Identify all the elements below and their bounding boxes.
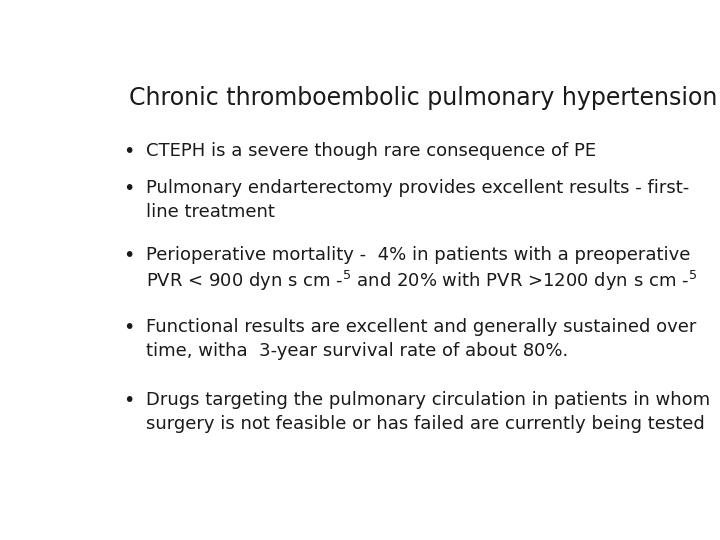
Text: time, witha  3-year survival rate of about 80%.: time, witha 3-year survival rate of abou… <box>145 342 568 360</box>
Text: •: • <box>124 141 135 161</box>
Text: Drugs targeting the pulmonary circulation in patients in whom: Drugs targeting the pulmonary circulatio… <box>145 391 710 409</box>
Text: •: • <box>124 179 135 198</box>
Text: •: • <box>124 391 135 410</box>
Text: Perioperative mortality -  4% in patients with a preoperative: Perioperative mortality - 4% in patients… <box>145 246 690 264</box>
Text: •: • <box>124 319 135 338</box>
Text: PVR < 900 dyn s cm -$^{\mathregular{5}}$ and 20% with PVR >1200 dyn s cm -$^{\ma: PVR < 900 dyn s cm -$^{\mathregular{5}}$… <box>145 269 697 293</box>
Text: Functional results are excellent and generally sustained over: Functional results are excellent and gen… <box>145 319 696 336</box>
Text: Pulmonary endarterectomy provides excellent results - first-: Pulmonary endarterectomy provides excell… <box>145 179 689 197</box>
Text: •: • <box>124 246 135 265</box>
Text: CTEPH is a severe though rare consequence of PE: CTEPH is a severe though rare consequenc… <box>145 141 596 160</box>
Text: Chronic thromboembolic pulmonary hypertension: Chronic thromboembolic pulmonary hyperte… <box>129 85 717 110</box>
Text: line treatment: line treatment <box>145 203 274 221</box>
Text: surgery is not feasible or has failed are currently being tested: surgery is not feasible or has failed ar… <box>145 415 705 433</box>
